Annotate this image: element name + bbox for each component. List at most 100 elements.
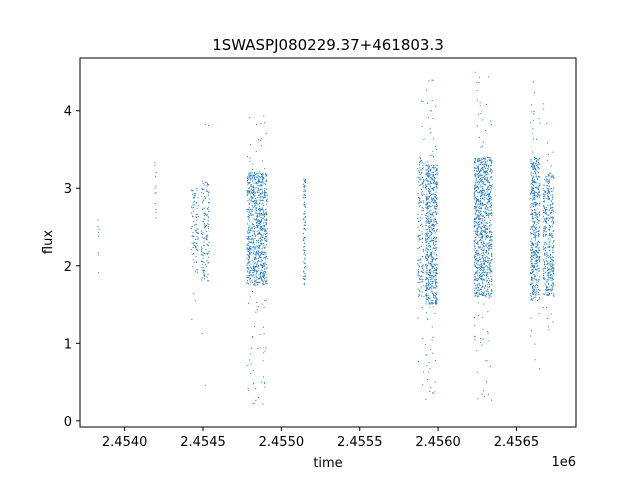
data-point: [303, 261, 305, 263]
data-point: [543, 206, 545, 208]
data-point: [491, 290, 493, 292]
data-point: [489, 236, 491, 238]
data-point: [534, 267, 535, 269]
data-point: [542, 235, 544, 237]
data-point: [532, 214, 534, 216]
data-point: [417, 281, 419, 283]
data-point: [538, 159, 540, 161]
data-point: [531, 242, 533, 244]
data-point: [538, 258, 540, 260]
data-point: [486, 103, 488, 105]
data-point: [532, 228, 534, 230]
data-point: [430, 219, 432, 221]
data-point: [483, 254, 485, 256]
data-point: [547, 197, 549, 199]
data-point: [481, 247, 483, 249]
data-point: [192, 210, 194, 212]
data-point: [426, 102, 428, 104]
data-point: [305, 180, 307, 182]
data-point: [252, 241, 254, 243]
data-point: [432, 306, 434, 308]
data-point: [265, 281, 267, 283]
data-point: [536, 290, 538, 292]
data-point: [474, 265, 476, 267]
data-point: [530, 226, 532, 228]
data-point: [553, 268, 555, 270]
data-point: [486, 286, 488, 288]
data-point: [487, 182, 489, 184]
data-point: [204, 253, 206, 255]
data-point: [434, 292, 436, 294]
data-point: [256, 258, 258, 260]
data-point: [483, 230, 485, 232]
data-point: [551, 274, 553, 276]
data-point: [192, 215, 194, 217]
data-point: [257, 184, 259, 186]
data-point: [551, 175, 553, 177]
data-point: [206, 214, 208, 216]
data-point: [203, 221, 205, 223]
data-point: [425, 203, 427, 205]
data-point: [429, 221, 431, 223]
data-point: [484, 275, 486, 277]
data-point: [303, 227, 305, 229]
data-point: [487, 186, 489, 188]
data-point: [533, 110, 535, 112]
data-point: [433, 166, 435, 168]
data-point: [420, 278, 422, 280]
data-point: [538, 313, 540, 315]
data-point: [531, 285, 533, 287]
data-point: [261, 190, 263, 192]
data-point: [303, 185, 305, 187]
data-point: [546, 222, 548, 224]
data-point: [435, 191, 437, 193]
data-point: [435, 196, 437, 198]
data-point: [477, 244, 479, 246]
data-point: [539, 122, 541, 124]
data-point: [534, 166, 536, 168]
data-point: [260, 275, 262, 277]
data-point: [248, 249, 250, 251]
data-point: [252, 235, 254, 237]
data-point: [530, 186, 532, 188]
data-point: [260, 240, 262, 242]
data-point: [435, 268, 437, 270]
data-point: [428, 188, 430, 190]
data-point: [477, 225, 479, 227]
data-point: [426, 198, 428, 200]
data-point: [249, 235, 251, 237]
data-point: [531, 220, 533, 222]
data-point: [476, 291, 478, 293]
data-point: [431, 280, 433, 282]
data-point: [482, 274, 484, 276]
data-point: [488, 287, 490, 289]
data-point: [252, 370, 254, 372]
data-point: [551, 232, 553, 234]
data-point: [485, 225, 487, 227]
data-point: [418, 237, 420, 239]
data-point: [482, 176, 484, 178]
data-point: [532, 271, 534, 273]
data-point: [195, 231, 197, 233]
data-point: [251, 227, 253, 229]
data-point: [261, 260, 263, 262]
data-point: [479, 256, 481, 258]
data-point: [480, 252, 482, 254]
data-point: [260, 192, 262, 194]
data-point: [537, 280, 539, 282]
data-point: [432, 286, 434, 288]
data-point: [258, 180, 260, 182]
data-point: [262, 252, 264, 254]
data-point: [476, 170, 478, 172]
data-point: [257, 182, 259, 184]
data-point: [266, 233, 268, 235]
data-point: [475, 209, 477, 211]
data-point: [484, 287, 486, 289]
data-point: [534, 168, 536, 170]
data-point: [261, 227, 263, 229]
data-point: [427, 171, 429, 173]
data-point: [265, 240, 267, 242]
data-point: [490, 262, 492, 264]
data-point: [483, 189, 485, 191]
data-point: [427, 219, 429, 221]
